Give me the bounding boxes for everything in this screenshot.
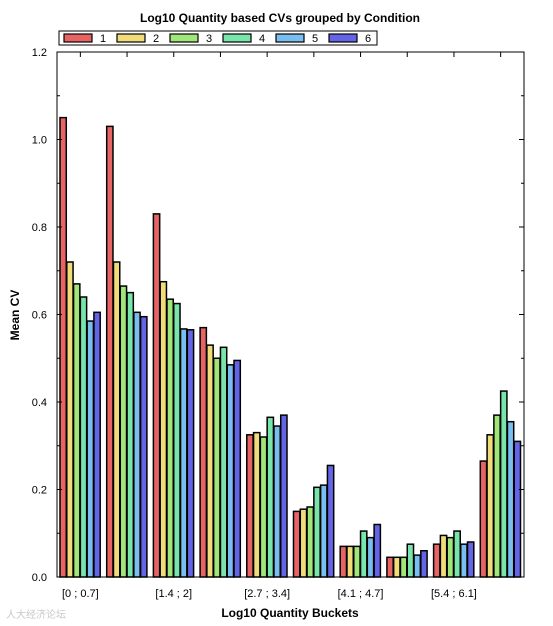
- bar-series-1-cat-1: [105, 125, 114, 578]
- x-axis: [0 ; 0.7] [1.4 ; 2] [2.7 ; 3.4] [4.1 ; 4.7]…: [62, 52, 502, 600]
- y-tick-label: 1.0: [32, 135, 47, 147]
- legend-swatch-1: [63, 33, 93, 43]
- legend-swatch-4: [222, 33, 252, 43]
- bar-series-1-cat-9: [479, 460, 488, 578]
- bar-series-5-cat-7: [413, 554, 422, 578]
- legend-label-2: 2: [153, 33, 159, 45]
- chart-title: Log10 Quantity based CVs grouped by Cond…: [140, 11, 420, 25]
- x-tick-label: [4.1 ; 4.7]: [338, 588, 384, 600]
- bar-series-6-cat-9: [513, 440, 522, 578]
- y-axis-label: Mean CV: [8, 290, 22, 341]
- bar-series-4-cat-3: [219, 346, 228, 578]
- bar-series-5-cat-4: [273, 425, 281, 578]
- bar-series-3-cat-7: [399, 556, 408, 578]
- watermark: 人大经济论坛: [6, 610, 66, 621]
- bar-series-5-cat-0: [86, 320, 95, 578]
- bar-series-3-cat-9: [493, 414, 501, 578]
- bar-series-2-cat-7: [392, 556, 401, 578]
- bar-series-1-cat-3: [199, 326, 208, 578]
- bar-series-1-cat-6: [339, 545, 348, 578]
- legend: 1 2 3 4 5 6: [58, 30, 378, 46]
- legend-label-4: 4: [259, 33, 265, 45]
- x-tick-label: [0 ; 0.7]: [62, 588, 99, 600]
- bar-series-4-cat-4: [266, 416, 275, 578]
- bar-series-4-cat-5: [313, 486, 321, 578]
- bar-series-4-cat-0: [79, 296, 88, 578]
- bar-series-4-cat-8: [453, 530, 461, 578]
- y-tick-label: 0.6: [32, 310, 47, 322]
- bar-series-1-cat-0: [59, 116, 68, 578]
- bar-series-2-cat-1: [112, 261, 121, 578]
- bar-series-2-cat-0: [66, 261, 74, 578]
- x-tick-label: [1.4 ; 2]: [155, 588, 192, 600]
- y-tick-label: 0.0: [32, 572, 47, 584]
- bar-series-3-cat-3: [212, 357, 221, 578]
- x-tick-label: [5.4 ; 6.1]: [431, 588, 477, 600]
- y-tick-label: 1.2: [32, 47, 47, 59]
- y-axis: 0.0 0.2 0.4 0.6 0.8 1.0 1.2: [32, 47, 524, 584]
- bar-series-3-cat-8: [446, 536, 455, 578]
- legend-label-1: 1: [100, 33, 106, 45]
- bar-series-2-cat-8: [439, 534, 448, 578]
- y-tick-label: 0.2: [32, 485, 47, 497]
- bar-series-3-cat-2: [166, 298, 175, 578]
- legend-swatch-2: [116, 33, 146, 43]
- bar-series-6-cat-1: [139, 315, 148, 578]
- bar-series-5-cat-8: [459, 543, 468, 578]
- bar-series-1-cat-2: [152, 213, 161, 578]
- bar-series-3-cat-0: [72, 283, 81, 578]
- legend-label-6: 6: [365, 33, 371, 45]
- bar-series-6-cat-7: [420, 550, 428, 578]
- legend-label-5: 5: [312, 33, 318, 45]
- bar-series-5-cat-6: [366, 536, 375, 578]
- bar-series-4-cat-9: [499, 390, 508, 578]
- bar-series-5-cat-9: [506, 420, 515, 578]
- bar-series-2-cat-9: [486, 434, 495, 578]
- bar-series-4-cat-2: [173, 302, 181, 578]
- legend-swatch-3: [169, 33, 199, 43]
- y-tick-label: 0.8: [32, 222, 47, 234]
- bar-series-5-cat-5: [319, 484, 328, 578]
- bar-series-5-cat-3: [226, 364, 235, 578]
- bar-series-4-cat-7: [406, 543, 415, 578]
- bar-series-3-cat-4: [259, 436, 268, 578]
- y-tick-label: 0.4: [32, 397, 47, 409]
- bar-series-1-cat-7: [386, 556, 394, 578]
- bar-series-6-cat-5: [326, 464, 335, 578]
- bar-series-5-cat-1: [133, 311, 141, 578]
- bar-series-2-cat-4: [252, 431, 261, 578]
- bar-series-3-cat-5: [306, 506, 315, 578]
- bar-series-2-cat-3: [206, 344, 214, 578]
- legend-swatch-6: [328, 33, 358, 43]
- bar-series-2-cat-2: [159, 280, 168, 578]
- bar-series-6-cat-3: [233, 359, 242, 578]
- x-axis-label: Log10 Quantity Buckets: [221, 606, 359, 620]
- bar-series-2-cat-5: [299, 508, 308, 578]
- legend-swatch-5: [275, 33, 305, 43]
- bar-series-1-cat-8: [432, 543, 441, 578]
- bar-series-6-cat-4: [279, 414, 288, 578]
- bar-series-5-cat-2: [179, 328, 188, 578]
- bar-series-2-cat-6: [346, 545, 355, 578]
- bar-series-4-cat-1: [126, 291, 135, 578]
- bar-series-4-cat-6: [359, 530, 368, 578]
- legend-label-3: 3: [206, 33, 212, 45]
- x-tick-label: [2.7 ; 3.4]: [244, 588, 290, 600]
- bar-series-6-cat-2: [186, 329, 195, 578]
- bar-series-3-cat-6: [353, 545, 361, 578]
- bar-series-3-cat-1: [119, 285, 128, 578]
- bar-series-1-cat-5: [292, 510, 301, 578]
- bar-series-6-cat-6: [373, 523, 382, 578]
- bar-series-6-cat-8: [466, 541, 475, 578]
- bars: [59, 116, 522, 578]
- bar-series-6-cat-0: [93, 311, 101, 578]
- bar-series-1-cat-4: [246, 434, 254, 578]
